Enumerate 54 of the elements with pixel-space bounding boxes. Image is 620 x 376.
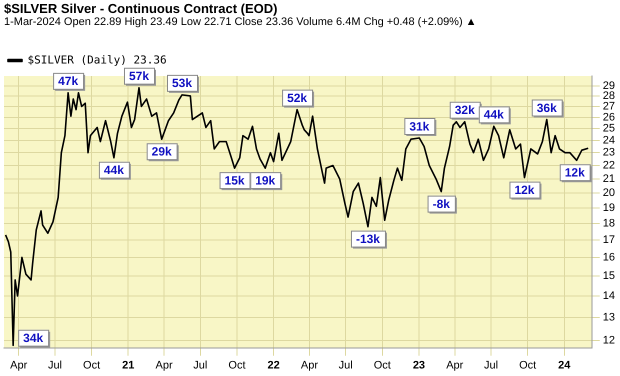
y-tick-label: 22 <box>602 160 616 172</box>
x-tick-label: Oct <box>228 359 246 372</box>
y-tick-label: 27 <box>602 100 616 112</box>
annotation: 12k <box>564 166 586 180</box>
x-tick-label: 22 <box>267 359 280 372</box>
x-tick-label: Jul <box>338 359 353 372</box>
annotation: 36k <box>536 100 558 115</box>
y-tick-label: 18 <box>602 217 616 230</box>
annotation: 12k <box>514 182 535 197</box>
annotation: 44k <box>104 163 124 178</box>
x-tick-label: Jul <box>484 359 498 372</box>
x-tick-label: Oct <box>519 359 536 372</box>
annotation: -13k <box>356 232 380 246</box>
annotation: 15k <box>224 173 245 188</box>
x-tick-label: 24 <box>558 359 572 372</box>
annotation: 52k <box>287 90 308 105</box>
x-tick-label: Apr <box>300 359 318 372</box>
y-tick-label: 14 <box>602 290 616 302</box>
y-tick-label: 19 <box>602 202 616 214</box>
x-tick-label: Jul <box>48 359 62 372</box>
y-tick-label: 29 <box>602 80 616 92</box>
y-tick-label: 20 <box>602 187 616 200</box>
x-tick-label: Apr <box>446 359 464 372</box>
y-tick-label: 17 <box>602 234 616 246</box>
chart-title: $SILVER Silver - Continuous Contract (EOD) <box>4 1 279 16</box>
y-tick-label: 21 <box>602 172 616 185</box>
x-tick-label: Jul <box>193 359 208 372</box>
x-tick-label: 23 <box>412 359 426 372</box>
y-tick-label: 12 <box>602 334 616 347</box>
y-tick-label: 26 <box>602 111 616 124</box>
annotation: 44k <box>484 108 504 122</box>
annotation: 29k <box>152 144 172 159</box>
x-tick-label: Oct <box>374 359 391 372</box>
annotation: 19k <box>255 173 276 188</box>
annotation: 57k <box>128 69 150 84</box>
y-tick-label: 25 <box>602 122 616 135</box>
annotation: -8k <box>432 196 450 211</box>
annotation: 31k <box>409 119 430 134</box>
annotation: 47k <box>58 74 78 88</box>
y-tick-label: 28 <box>602 90 616 102</box>
y-tick-label: 13 <box>602 311 616 324</box>
annotation: 32k <box>454 103 476 118</box>
x-tick-label: Oct <box>83 359 100 372</box>
x-tick-label: 21 <box>122 359 134 372</box>
y-tick-label: 23 <box>602 146 616 159</box>
legend-label: $SILVER (Daily) 23.36 <box>28 53 167 66</box>
chart-subtitle: 1-Mar-2024 Open 22.89 High 23.49 Low 22.71 Close 23.36 Volume 6.4M Chg +0.48 (+2.09%) ▲ <box>4 16 478 29</box>
x-tick-label: Apr <box>10 359 28 372</box>
y-tick-label: 15 <box>602 270 616 282</box>
annotation: 34k <box>23 331 44 346</box>
annotation: 53k <box>172 76 192 90</box>
y-tick-label: 24 <box>602 134 616 146</box>
x-tick-label: Apr <box>156 359 173 372</box>
y-tick-label: 16 <box>602 251 616 264</box>
